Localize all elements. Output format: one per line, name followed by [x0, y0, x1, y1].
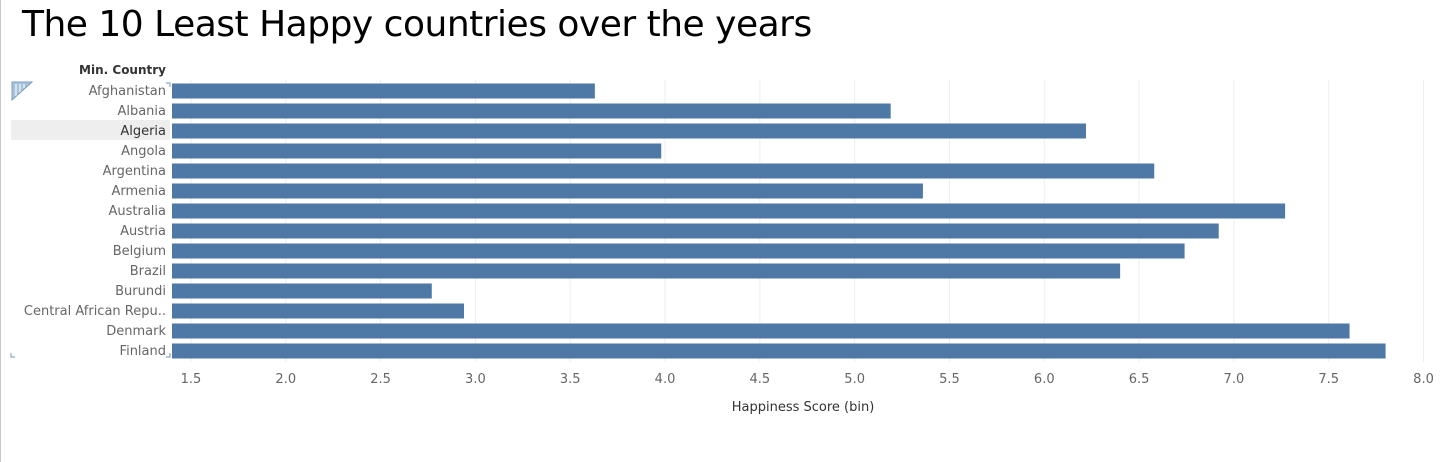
bar[interactable]	[172, 83, 595, 99]
category-label[interactable]: Brazil	[130, 264, 166, 279]
x-tick-label: 4.0	[655, 372, 676, 387]
category-label[interactable]: Central African Repu..	[24, 304, 166, 319]
category-label[interactable]: Afghanistan	[89, 84, 166, 99]
x-tick-label: 5.0	[844, 372, 865, 387]
category-label[interactable]: Armenia	[112, 184, 167, 199]
bar[interactable]	[172, 103, 891, 119]
category-label[interactable]: Austria	[120, 224, 166, 239]
bar[interactable]	[172, 203, 1286, 219]
category-label[interactable]: Finland	[120, 344, 166, 359]
x-axis-title: Happiness Score (bin)	[732, 400, 875, 415]
row-header: Min. Country	[79, 63, 166, 77]
bar[interactable]	[172, 283, 432, 299]
bar[interactable]	[172, 183, 923, 199]
category-label[interactable]: Denmark	[106, 324, 166, 339]
bar[interactable]	[172, 243, 1185, 259]
x-tick-label: 4.5	[749, 372, 770, 387]
bar[interactable]	[172, 303, 465, 319]
x-tick-label: 3.5	[560, 372, 581, 387]
chart-title: The 10 Least Happy countries over the ye…	[22, 4, 812, 45]
sort-icon[interactable]	[11, 81, 34, 102]
category-label[interactable]: Angola	[121, 144, 166, 159]
category-label[interactable]: Burundi	[115, 284, 166, 299]
category-label[interactable]: Argentina	[103, 164, 166, 179]
selection-corner-top-icon	[166, 82, 171, 87]
selection-corner-bottom-right-icon	[166, 353, 171, 358]
bar[interactable]	[172, 263, 1121, 279]
x-tick-label: 3.0	[465, 372, 486, 387]
x-tick-label: 2.0	[275, 372, 296, 387]
x-tick-label: 2.5	[370, 372, 391, 387]
x-tick-label: 1.5	[181, 372, 202, 387]
category-label[interactable]: Albania	[117, 104, 166, 119]
x-tick-label: 5.5	[939, 372, 960, 387]
x-tick-label: 6.0	[1034, 372, 1055, 387]
x-tick-label: 7.5	[1318, 372, 1339, 387]
bar[interactable]	[172, 343, 1386, 359]
selected-row-highlight	[11, 120, 170, 140]
x-tick-label: 7.0	[1224, 372, 1245, 387]
bar[interactable]	[172, 143, 662, 159]
category-label[interactable]: Australia	[108, 204, 166, 219]
selection-corner-bottom-left-icon	[10, 353, 15, 358]
bar[interactable]	[172, 123, 1086, 139]
category-label[interactable]: Belgium	[113, 244, 166, 259]
bar[interactable]	[172, 323, 1350, 339]
x-tick-label: 6.5	[1129, 372, 1150, 387]
category-label[interactable]: Algeria	[120, 124, 166, 139]
left-border	[0, 0, 1, 462]
bar[interactable]	[172, 163, 1155, 179]
x-tick-label: 8.0	[1413, 372, 1434, 387]
bar[interactable]	[172, 223, 1219, 239]
